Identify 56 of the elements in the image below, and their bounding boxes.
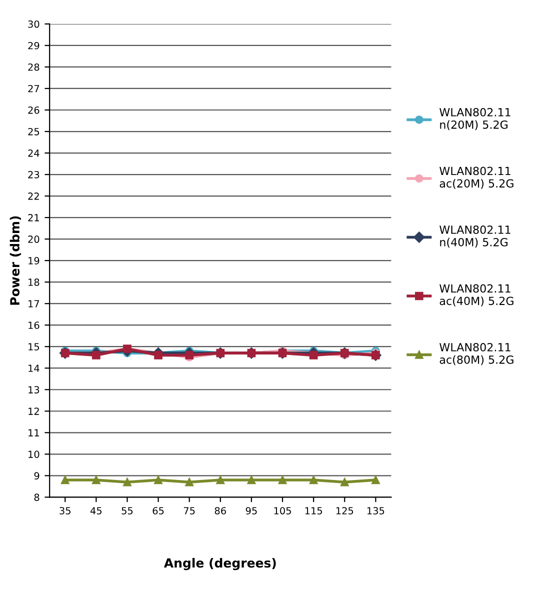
y-tick-label: 15 [28, 343, 40, 350]
point [154, 476, 162, 484]
point [60, 476, 70, 484]
legend-label: WLAN802.11 ac(40M) 5.2G [440, 284, 514, 306]
y-tick-label: 11 [28, 429, 39, 436]
y-tick-label: 9 [34, 472, 40, 480]
y-tick-label: 8 [34, 494, 40, 501]
x-tick-label: 105 [274, 507, 291, 514]
point [92, 476, 100, 484]
y-tick-label: 14 [28, 364, 40, 372]
x-tick-label: 55 [122, 507, 133, 514]
point [123, 478, 132, 486]
legend-label: WLAN802.11 n(40M) 5.2G [440, 226, 510, 248]
x-tick-label: 86 [214, 507, 226, 514]
y-tick-label: 16 [28, 322, 40, 329]
y-tick-label: 21 [28, 214, 39, 222]
y-tick-label: 20 [28, 236, 40, 243]
y-tick-label: 29 [28, 42, 40, 50]
legend-label: WLAN802.11 ac(80M) 5.2G [440, 343, 514, 366]
x-tick-label: 135 [367, 507, 384, 514]
point [309, 476, 318, 484]
x-tick-label: 75 [184, 507, 195, 514]
x-tick-label: 95 [246, 507, 257, 514]
x-tick-label: 35 [60, 507, 70, 514]
y-tick-label: 13 [28, 386, 40, 394]
y-tick-label: 25 [28, 128, 40, 136]
x-axis-title: Angle (degrees) [164, 558, 276, 570]
y-tick-label: 12 [28, 408, 39, 415]
y-tick-label: 10 [28, 450, 40, 458]
point [154, 351, 162, 360]
y-tick-label: 22 [28, 192, 39, 200]
legend-label: WLAN802.11 ac(20M) 5.2G [440, 166, 514, 189]
point [340, 478, 349, 486]
point [247, 476, 256, 484]
point [216, 476, 225, 484]
x-tick-label: 115 [305, 507, 322, 514]
x-tick-label: 65 [152, 507, 164, 514]
y-tick-label: 26 [28, 106, 40, 114]
point [309, 351, 318, 360]
point [185, 478, 194, 486]
y-axis-title: Power (dbm) [10, 216, 21, 305]
y-tick-label: 23 [28, 171, 40, 178]
y-tick-label: 28 [28, 63, 40, 71]
y-tick-label: 24 [28, 149, 40, 157]
point [185, 351, 194, 360]
y-tick-label: 17 [28, 300, 40, 308]
legend-label: WLAN802.11 n(20M) 5.2G [440, 108, 510, 130]
y-tick-label: 30 [28, 20, 40, 28]
y-tick-label: 27 [28, 84, 40, 92]
point [372, 476, 380, 484]
point [92, 351, 100, 360]
y-tick-label: 18 [28, 278, 40, 286]
x-tick-label: 45 [90, 507, 102, 514]
point [278, 476, 287, 484]
y-tick-label: 19 [28, 257, 40, 264]
x-tick-label: 125 [336, 507, 354, 514]
